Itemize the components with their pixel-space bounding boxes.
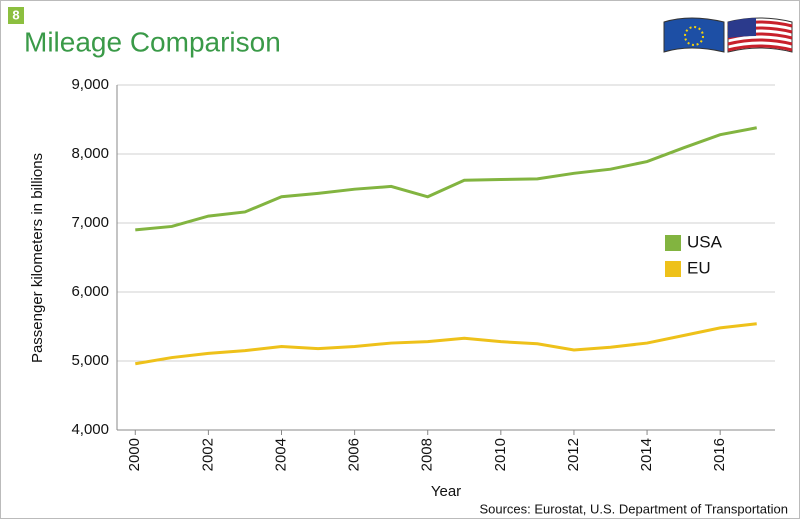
eu-flag bbox=[663, 17, 725, 53]
source: Sources: Eurostat, U.S. Department of Tr… bbox=[479, 501, 788, 516]
series-line bbox=[135, 126, 758, 232]
legend-swatch bbox=[665, 261, 681, 277]
legend-label: USA bbox=[687, 232, 723, 251]
badge-box bbox=[8, 7, 24, 24]
x-tick-label: 2012 bbox=[565, 438, 582, 471]
x-tick-label: 2004 bbox=[272, 438, 289, 471]
legend-label: EU bbox=[687, 258, 711, 277]
x-tick-label: 2006 bbox=[346, 438, 363, 471]
series-line bbox=[135, 322, 757, 366]
chart-title: Mileage Comparison bbox=[24, 26, 281, 57]
y-tick-label: 7,000 bbox=[71, 214, 109, 231]
y-tick-label: 5,000 bbox=[71, 352, 109, 369]
x-tick-label: 2010 bbox=[492, 438, 509, 471]
x-axis-label: Year bbox=[431, 483, 461, 500]
y-tick-label: 4,000 bbox=[71, 421, 109, 438]
y-axis-label: Passenger kilometers in billions bbox=[29, 153, 46, 363]
x-tick-label: 2008 bbox=[419, 438, 436, 471]
y-tick-label: 8,000 bbox=[71, 145, 109, 162]
x-tick-label: 2014 bbox=[638, 438, 655, 471]
x-tick-label: 2016 bbox=[711, 438, 728, 471]
us-flag bbox=[727, 17, 793, 53]
y-tick-label: 6,000 bbox=[71, 283, 109, 300]
x-tick-label: 2000 bbox=[126, 438, 143, 471]
x-tick-label: 2002 bbox=[199, 438, 216, 471]
badge: 8 bbox=[12, 7, 19, 22]
y-tick-label: 9,000 bbox=[71, 76, 109, 93]
legend-swatch bbox=[665, 235, 681, 251]
